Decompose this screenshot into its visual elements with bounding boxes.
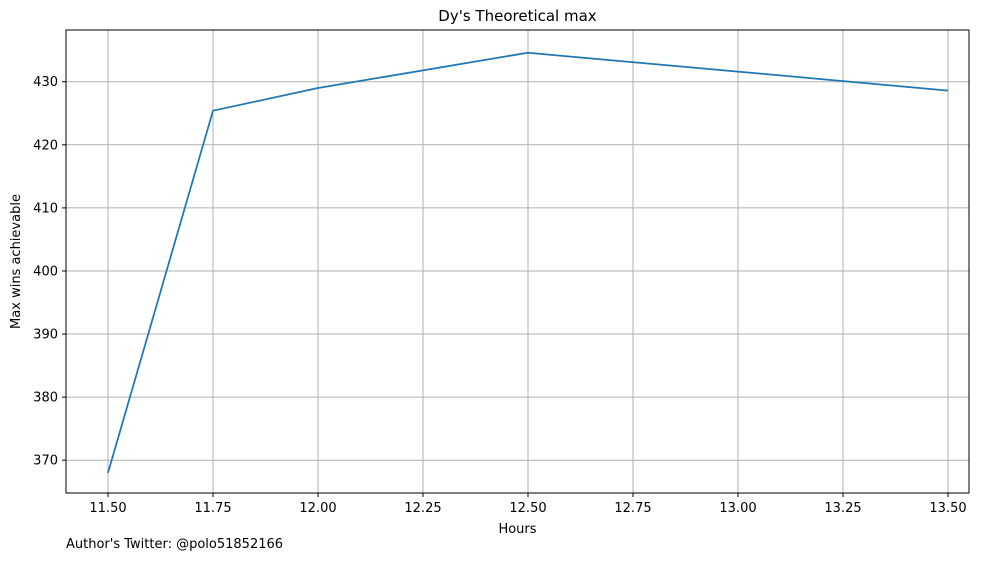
x-tick-label: 13.50: [929, 501, 966, 516]
y-tick-label: 420: [33, 138, 58, 153]
x-tick-label: 12.25: [404, 501, 441, 516]
x-tick-label: 11.75: [194, 501, 231, 516]
y-tick-label: 430: [33, 75, 58, 90]
y-axis-label: Max wins achievable: [9, 194, 24, 329]
y-tick-label: 400: [33, 264, 58, 279]
axes-frame: [65, 29, 970, 494]
x-tick-label: 11.50: [89, 501, 126, 516]
grid: [66, 30, 969, 493]
y-axis: 370 380 390 400 410 420 430: [33, 75, 66, 469]
y-tick-label: 380: [33, 391, 58, 406]
x-axis-label: Hours: [498, 522, 536, 537]
author-footnote: Author's Twitter: @polo51852166: [66, 537, 284, 552]
x-tick-label: 12.50: [509, 501, 546, 516]
x-tick-label: 12.00: [299, 501, 336, 516]
chart-title: Dy's Theoretical max: [438, 7, 597, 25]
x-tick-label: 13.00: [719, 501, 756, 516]
x-tick-label: 12.75: [614, 501, 651, 516]
x-tick-label: 13.25: [824, 501, 861, 516]
y-tick-label: 370: [33, 454, 58, 469]
y-tick-label: 410: [33, 201, 58, 216]
plot-area: [107, 51, 949, 474]
x-axis: 11.50 11.75 12.00 12.25 12.50 12.75 13.00 13.25…: [89, 493, 967, 516]
y-tick-label: 390: [33, 328, 58, 343]
